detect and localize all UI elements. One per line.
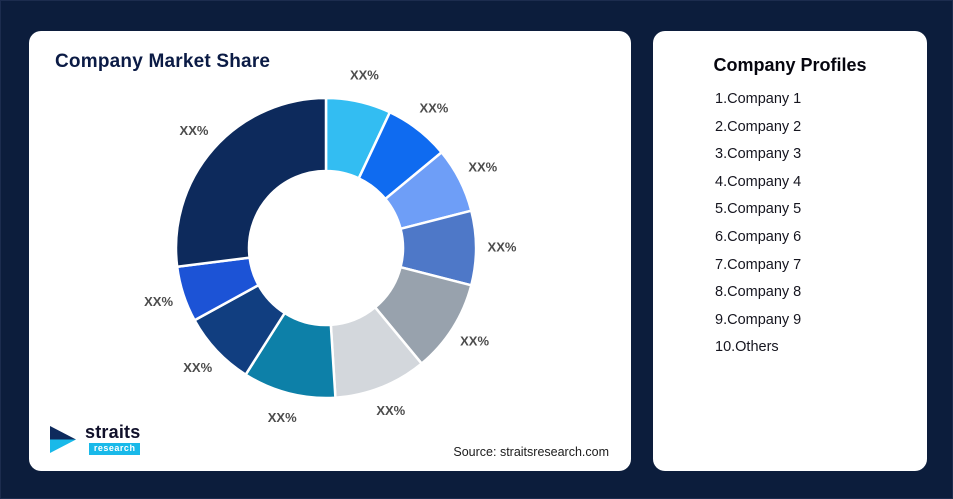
slice-label: XX% [180,123,209,138]
company-list-item: 5.Company 5 [715,201,802,218]
profiles-title: Company Profiles [713,55,867,75]
slice-label: XX% [460,334,489,349]
slice-label: XX% [488,239,517,254]
company-list-item: 4.Company 4 [715,173,802,190]
straits-logo: straits research [49,422,141,455]
chart-title: Company Market Share [55,51,271,72]
slice-label: XX% [183,360,212,375]
slice-label: XX% [350,68,379,83]
slice-label: XX% [419,100,448,115]
donut-slice-others [174,96,328,269]
logo-text: straits research [85,422,141,455]
company-list-item: 3.Company 3 [715,146,802,163]
slice-label: XX% [268,410,297,425]
slice-label: XX% [376,403,405,418]
company-list-item: 10.Others [715,339,779,356]
company-list-item: 7.Company 7 [715,256,802,273]
company-profiles-card: Company Profiles 1.Company 1 2.Company 2 3… [653,31,927,471]
company-list: 1.Company 1 2.Company 2 3.Company 3 4.Compa… [653,86,927,362]
source-attribution: Source: straitsresearch.com [453,445,609,459]
company-list-item: 1.Company 1 [715,91,802,107]
company-list-item: 2.Company 2 [715,118,802,135]
company-list-item: 9.Company 9 [715,311,802,328]
market-share-card: Company Market Share XX% XX% XX% XX% XX% XX% X… [29,31,631,471]
donut-chart: XX% XX% XX% XX% XX% XX% XX% XX% XX% XX% [144,68,517,425]
company-list-item: 8.Company 8 [715,284,802,301]
logo-subtitle: research [88,443,141,455]
company-list-item: 6.Company 6 [715,228,802,245]
logo-name: straits [85,422,141,442]
slice-label: XX% [468,160,497,175]
logo-icon [50,426,76,453]
slice-label: XX% [144,294,173,309]
